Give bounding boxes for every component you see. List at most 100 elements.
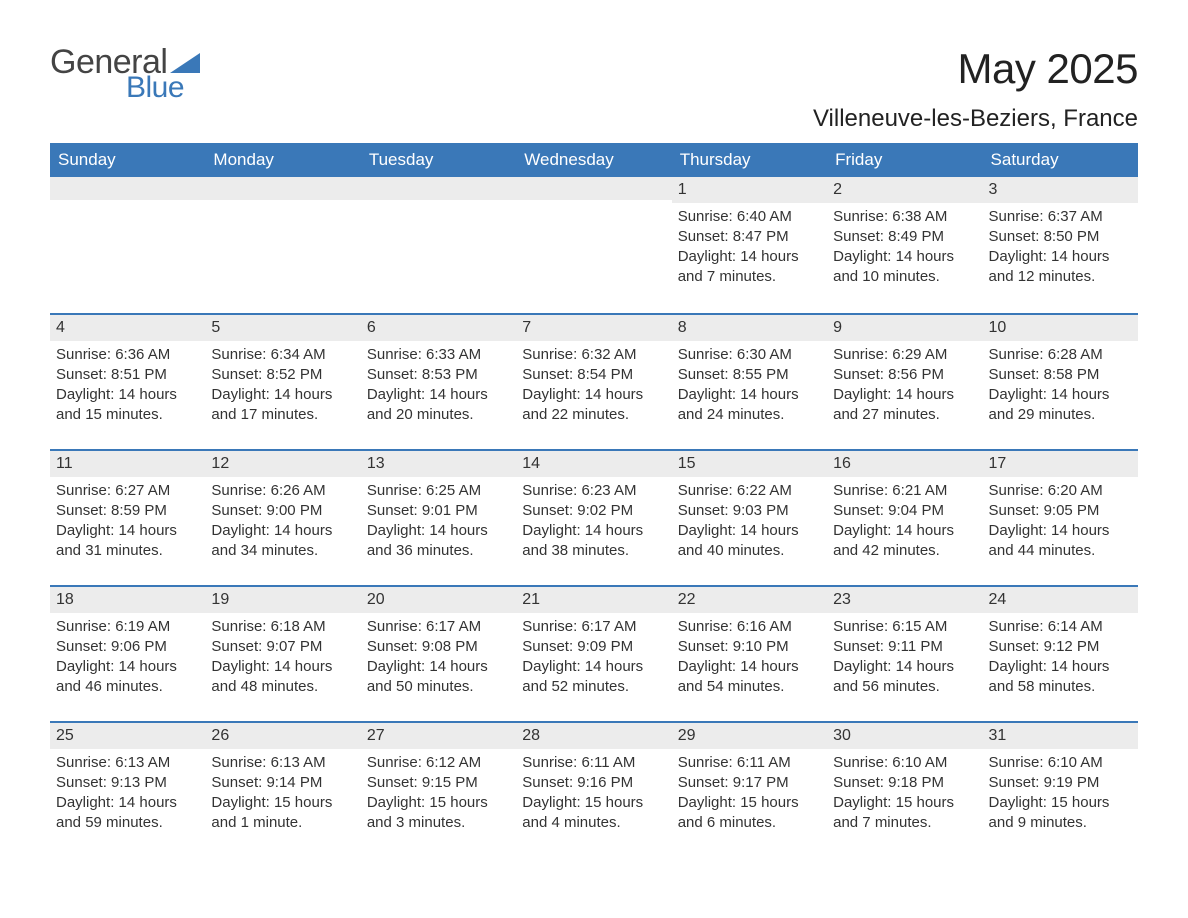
calendar-day-cell: 27Sunrise: 6:12 AMSunset: 9:15 PMDayligh…: [361, 723, 516, 857]
sunrise-line: Sunrise: 6:33 AM: [367, 345, 510, 365]
daylight-line: Daylight: 14 hours and 7 minutes.: [678, 247, 821, 288]
calendar-day-cell: 23Sunrise: 6:15 AMSunset: 9:11 PMDayligh…: [827, 587, 982, 721]
title-block: May 2025 Villeneuve-les-Beziers, France: [813, 45, 1138, 133]
day-details: Sunrise: 6:16 AMSunset: 9:10 PMDaylight:…: [672, 613, 827, 706]
sunset-line: Sunset: 8:55 PM: [678, 365, 821, 385]
calendar-week: 11Sunrise: 6:27 AMSunset: 8:59 PMDayligh…: [50, 449, 1138, 585]
day-details: Sunrise: 6:34 AMSunset: 8:52 PMDaylight:…: [205, 341, 360, 434]
sunrise-line: Sunrise: 6:15 AM: [833, 617, 976, 637]
calendar-day-cell: 4Sunrise: 6:36 AMSunset: 8:51 PMDaylight…: [50, 315, 205, 449]
sunrise-line: Sunrise: 6:29 AM: [833, 345, 976, 365]
daylight-line: Daylight: 14 hours and 54 minutes.: [678, 657, 821, 698]
day-details: Sunrise: 6:23 AMSunset: 9:02 PMDaylight:…: [516, 477, 671, 570]
calendar-day-cell: 22Sunrise: 6:16 AMSunset: 9:10 PMDayligh…: [672, 587, 827, 721]
daylight-line: Daylight: 14 hours and 46 minutes.: [56, 657, 199, 698]
sunrise-line: Sunrise: 6:14 AM: [989, 617, 1132, 637]
sunset-line: Sunset: 9:08 PM: [367, 637, 510, 657]
day-number: 13: [361, 451, 516, 477]
daylight-line: Daylight: 14 hours and 56 minutes.: [833, 657, 976, 698]
calendar: SundayMondayTuesdayWednesdayThursdayFrid…: [50, 143, 1138, 857]
calendar-day-cell: 16Sunrise: 6:21 AMSunset: 9:04 PMDayligh…: [827, 451, 982, 585]
daylight-line: Daylight: 14 hours and 44 minutes.: [989, 521, 1132, 562]
day-number: 18: [50, 587, 205, 613]
sunrise-line: Sunrise: 6:11 AM: [678, 753, 821, 773]
sunset-line: Sunset: 8:52 PM: [211, 365, 354, 385]
sunrise-line: Sunrise: 6:36 AM: [56, 345, 199, 365]
day-number: 24: [983, 587, 1138, 613]
calendar-header-cell: Thursday: [672, 143, 827, 177]
day-number: 22: [672, 587, 827, 613]
day-details: Sunrise: 6:20 AMSunset: 9:05 PMDaylight:…: [983, 477, 1138, 570]
day-number: 25: [50, 723, 205, 749]
day-number: 1: [672, 177, 827, 203]
calendar-day-cell: [361, 177, 516, 313]
sunrise-line: Sunrise: 6:40 AM: [678, 207, 821, 227]
sunset-line: Sunset: 9:15 PM: [367, 773, 510, 793]
day-details: Sunrise: 6:29 AMSunset: 8:56 PMDaylight:…: [827, 341, 982, 434]
sunset-line: Sunset: 8:56 PM: [833, 365, 976, 385]
sunrise-line: Sunrise: 6:13 AM: [56, 753, 199, 773]
day-number: 12: [205, 451, 360, 477]
day-number: 15: [672, 451, 827, 477]
day-details: Sunrise: 6:11 AMSunset: 9:16 PMDaylight:…: [516, 749, 671, 842]
daylight-line: Daylight: 14 hours and 36 minutes.: [367, 521, 510, 562]
calendar-day-cell: 11Sunrise: 6:27 AMSunset: 8:59 PMDayligh…: [50, 451, 205, 585]
calendar-day-cell: 21Sunrise: 6:17 AMSunset: 9:09 PMDayligh…: [516, 587, 671, 721]
daylight-line: Daylight: 14 hours and 59 minutes.: [56, 793, 199, 834]
day-number: 27: [361, 723, 516, 749]
daylight-line: Daylight: 14 hours and 15 minutes.: [56, 385, 199, 426]
sunrise-line: Sunrise: 6:38 AM: [833, 207, 976, 227]
daylight-line: Daylight: 14 hours and 42 minutes.: [833, 521, 976, 562]
sunset-line: Sunset: 9:13 PM: [56, 773, 199, 793]
day-details: Sunrise: 6:38 AMSunset: 8:49 PMDaylight:…: [827, 203, 982, 296]
sunrise-line: Sunrise: 6:22 AM: [678, 481, 821, 501]
day-number: 19: [205, 587, 360, 613]
daylight-line: Daylight: 14 hours and 10 minutes.: [833, 247, 976, 288]
calendar-day-cell: 10Sunrise: 6:28 AMSunset: 8:58 PMDayligh…: [983, 315, 1138, 449]
calendar-day-cell: 28Sunrise: 6:11 AMSunset: 9:16 PMDayligh…: [516, 723, 671, 857]
calendar-header-cell: Monday: [205, 143, 360, 177]
day-number: 30: [827, 723, 982, 749]
sunset-line: Sunset: 9:02 PM: [522, 501, 665, 521]
sunrise-line: Sunrise: 6:34 AM: [211, 345, 354, 365]
day-details: Sunrise: 6:15 AMSunset: 9:11 PMDaylight:…: [827, 613, 982, 706]
daylight-line: Daylight: 15 hours and 3 minutes.: [367, 793, 510, 834]
calendar-day-cell: 18Sunrise: 6:19 AMSunset: 9:06 PMDayligh…: [50, 587, 205, 721]
calendar-day-cell: 19Sunrise: 6:18 AMSunset: 9:07 PMDayligh…: [205, 587, 360, 721]
calendar-day-cell: 9Sunrise: 6:29 AMSunset: 8:56 PMDaylight…: [827, 315, 982, 449]
day-number: [516, 177, 671, 200]
calendar-week: 4Sunrise: 6:36 AMSunset: 8:51 PMDaylight…: [50, 313, 1138, 449]
calendar-day-cell: 8Sunrise: 6:30 AMSunset: 8:55 PMDaylight…: [672, 315, 827, 449]
calendar-week: 18Sunrise: 6:19 AMSunset: 9:06 PMDayligh…: [50, 585, 1138, 721]
daylight-line: Daylight: 14 hours and 20 minutes.: [367, 385, 510, 426]
day-details: Sunrise: 6:30 AMSunset: 8:55 PMDaylight:…: [672, 341, 827, 434]
daylight-line: Daylight: 15 hours and 7 minutes.: [833, 793, 976, 834]
sunrise-line: Sunrise: 6:19 AM: [56, 617, 199, 637]
daylight-line: Daylight: 14 hours and 34 minutes.: [211, 521, 354, 562]
daylight-line: Daylight: 15 hours and 9 minutes.: [989, 793, 1132, 834]
sunrise-line: Sunrise: 6:26 AM: [211, 481, 354, 501]
sunset-line: Sunset: 8:50 PM: [989, 227, 1132, 247]
sunset-line: Sunset: 9:10 PM: [678, 637, 821, 657]
calendar-day-cell: 20Sunrise: 6:17 AMSunset: 9:08 PMDayligh…: [361, 587, 516, 721]
sunrise-line: Sunrise: 6:23 AM: [522, 481, 665, 501]
daylight-line: Daylight: 15 hours and 4 minutes.: [522, 793, 665, 834]
day-details: Sunrise: 6:11 AMSunset: 9:17 PMDaylight:…: [672, 749, 827, 842]
day-details: Sunrise: 6:25 AMSunset: 9:01 PMDaylight:…: [361, 477, 516, 570]
day-details: Sunrise: 6:14 AMSunset: 9:12 PMDaylight:…: [983, 613, 1138, 706]
daylight-line: Daylight: 14 hours and 22 minutes.: [522, 385, 665, 426]
month-title: May 2025: [813, 45, 1138, 93]
sunset-line: Sunset: 8:58 PM: [989, 365, 1132, 385]
calendar-day-cell: 26Sunrise: 6:13 AMSunset: 9:14 PMDayligh…: [205, 723, 360, 857]
sunset-line: Sunset: 8:53 PM: [367, 365, 510, 385]
sunset-line: Sunset: 9:09 PM: [522, 637, 665, 657]
calendar-day-cell: [516, 177, 671, 313]
calendar-day-cell: 3Sunrise: 6:37 AMSunset: 8:50 PMDaylight…: [983, 177, 1138, 313]
sunrise-line: Sunrise: 6:27 AM: [56, 481, 199, 501]
daylight-line: Daylight: 14 hours and 17 minutes.: [211, 385, 354, 426]
day-details: Sunrise: 6:18 AMSunset: 9:07 PMDaylight:…: [205, 613, 360, 706]
brand-word-2: Blue: [126, 73, 200, 103]
sunrise-line: Sunrise: 6:17 AM: [367, 617, 510, 637]
brand-logo: General Blue: [50, 45, 200, 103]
day-number: 3: [983, 177, 1138, 203]
